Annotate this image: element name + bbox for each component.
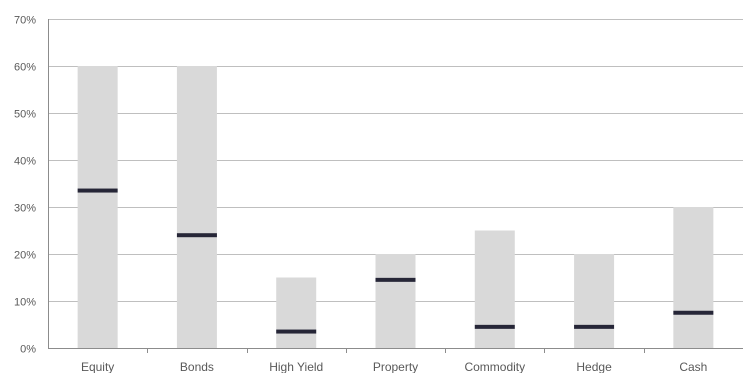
y-axis-ticks: 0% 10% 20% 30% 40% 50% 60% 70% [14, 15, 36, 356]
y-tick-label: 70% [14, 15, 36, 27]
y-tick-label: 50% [14, 109, 36, 121]
range-bar [276, 277, 317, 348]
y-tick-label: 10% [14, 297, 36, 309]
y-tick-label: 60% [14, 62, 36, 74]
value-marker [673, 310, 714, 315]
range-bar [574, 254, 615, 348]
y-tick-label: 40% [14, 156, 36, 168]
x-tick-label: Commodity [464, 360, 525, 373]
range-bar [77, 66, 118, 348]
x-tick-label: Property [373, 360, 418, 373]
gridlines [48, 19, 743, 302]
range-bar [375, 254, 416, 348]
y-tick-label: 30% [14, 203, 36, 215]
x-tick-label: Cash [679, 360, 707, 373]
x-tick-label: Hedge [576, 360, 612, 373]
x-tick-label: High Yield [269, 360, 323, 373]
value-marker [77, 188, 118, 193]
value-marker [276, 329, 317, 334]
range-bar [673, 207, 714, 348]
range-bar [176, 66, 217, 348]
value-marker [474, 324, 515, 329]
value-markers [77, 188, 714, 334]
x-tick-label: Equity [81, 360, 114, 373]
x-axis: Equity Bonds High Yield Property Commodity He… [48, 19, 743, 373]
value-marker [176, 233, 217, 238]
y-tick-label: 0% [20, 344, 36, 356]
value-marker [375, 277, 416, 282]
range-bar [474, 230, 515, 348]
value-marker [574, 324, 615, 329]
x-tick-label: Bonds [180, 360, 214, 373]
y-tick-label: 20% [14, 250, 36, 262]
